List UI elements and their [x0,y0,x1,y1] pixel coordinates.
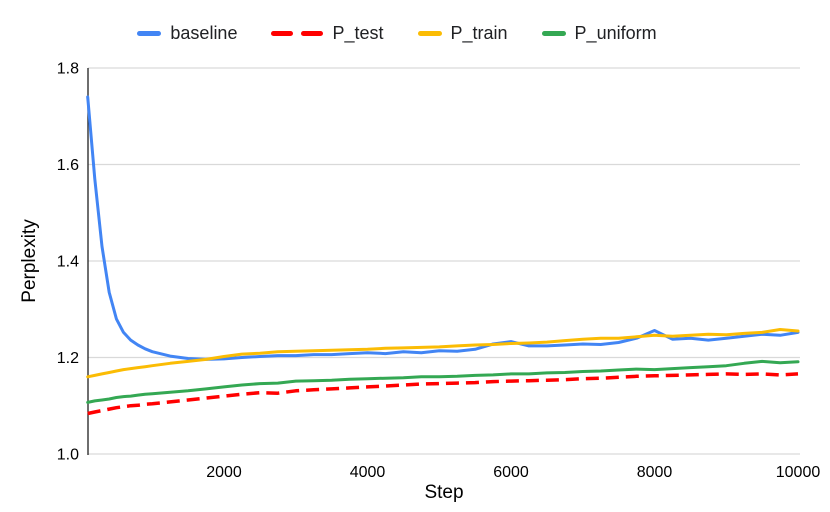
y-tick-label: 1.4 [57,254,79,271]
series-line-P_test [87,372,799,416]
series-line-baseline [86,95,800,361]
legend-dash [271,31,294,36]
y-tick-label: 1.6 [57,157,79,174]
chart-legend: baseline P_test P_train P_uniform [0,23,794,44]
legend-swatch-P_test [271,31,324,36]
x-tick-label: 6000 [493,464,529,481]
y-tick-label: 1.2 [57,350,79,367]
legend-label: baseline [170,23,238,43]
series-line-P_train [86,328,800,379]
legend-item-P_test[interactable]: P_test [271,23,384,44]
legend-dash [301,31,324,36]
legend-label: P_uniform [574,23,657,43]
x-tick-label: 2000 [206,464,242,481]
y-tick-label: 1.0 [57,447,79,464]
y-axis-title: Perplexity [19,219,40,303]
legend-item-baseline[interactable]: baseline [137,23,237,44]
legend-item-P_uniform[interactable]: P_uniform [541,23,657,44]
legend-label: P_train [450,23,508,43]
x-tick-label: 4000 [350,464,386,481]
legend-swatch-baseline [137,31,162,36]
series-line-P_uniform [86,359,800,404]
legend-label: P_test [332,23,384,43]
legend-swatch-P_uniform [541,31,566,36]
legend-item-P_train[interactable]: P_train [417,23,508,44]
x-tick-label: 8000 [637,464,673,481]
x-axis-title: Step [424,482,464,503]
y-tick-label: 1.8 [57,61,79,78]
x-tick-label: 10000 [776,464,821,481]
legend-swatch-P_train [417,31,442,36]
